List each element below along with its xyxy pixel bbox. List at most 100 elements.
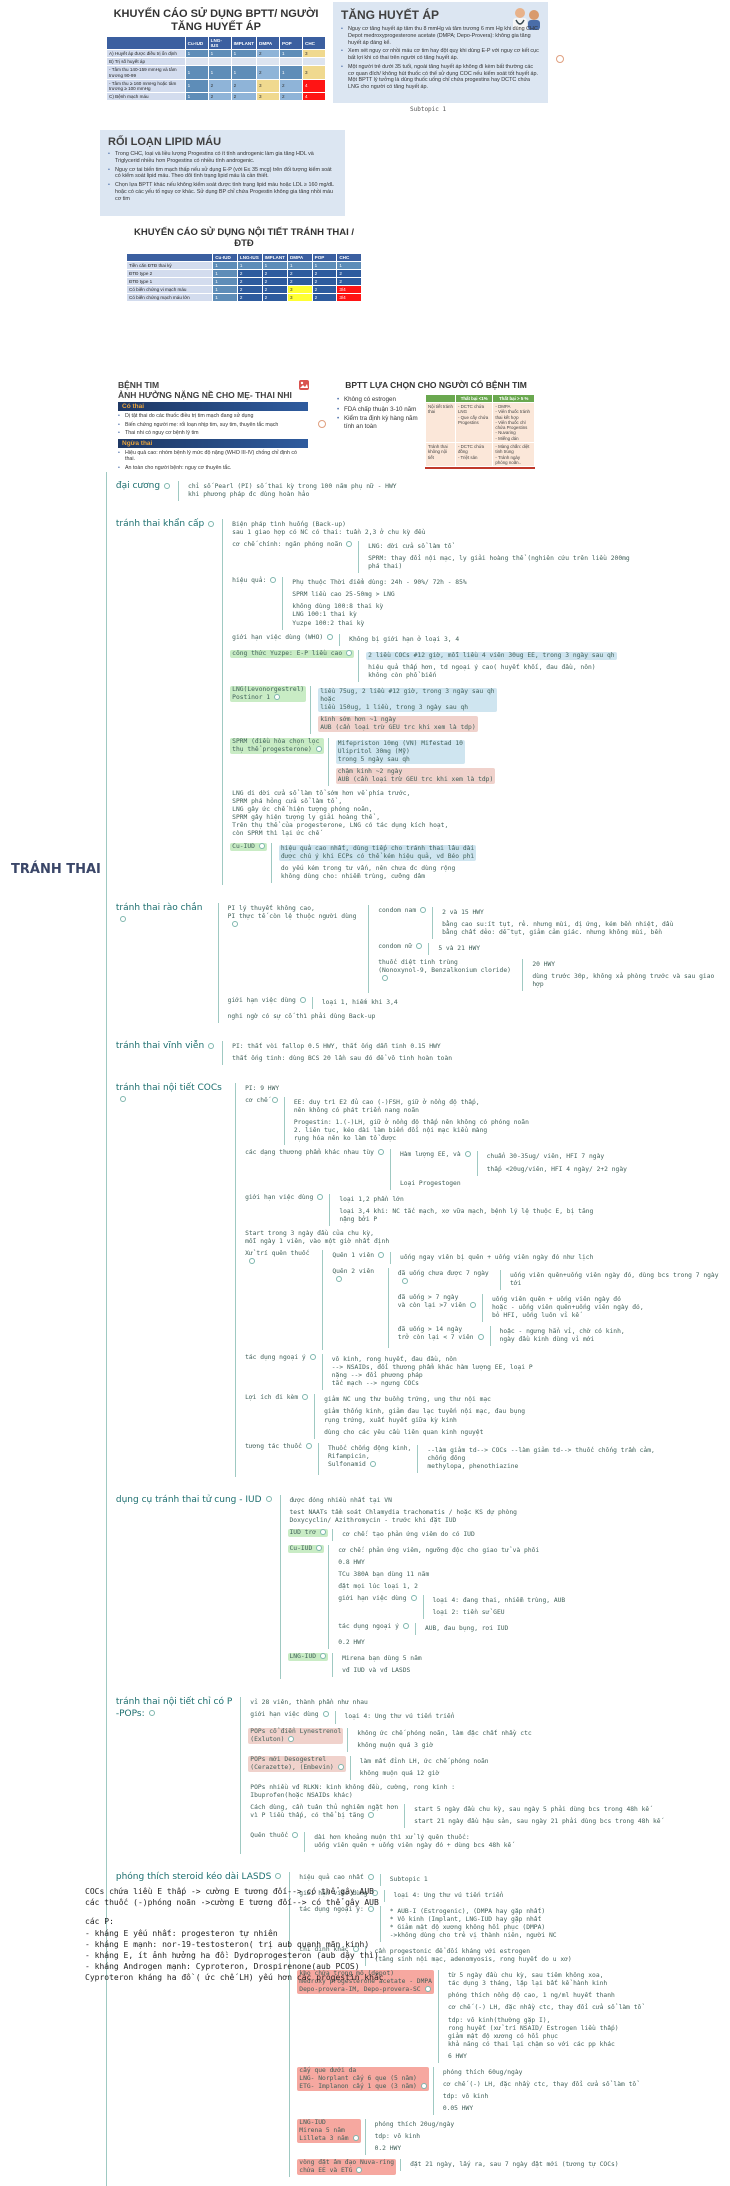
mindmap-node[interactable]: giảm thống kinh, giảm đau lạc tuyến nội …	[324, 1408, 526, 1424]
mindmap-node[interactable]: hiệu quả cao nhất	[297, 1874, 375, 1882]
mindmap-node[interactable]: loại 2: tiền sử GEU	[432, 1609, 505, 1617]
mindmap-node[interactable]: đã uống chưa được 7 ngày	[396, 1270, 496, 1286]
mindmap-node[interactable]: POPs mới Desogestrel (Cerazette), (Embev…	[248, 1755, 346, 1772]
mindmap-node[interactable]: LNG(Levonorgestrel) Postinor 1	[230, 685, 307, 702]
mindmap-node[interactable]: thuốc diệt tinh trùng (Nonoxynol-9, Benz…	[376, 959, 518, 983]
mindmap-node[interactable]: loại 1, hiếm khi 3,4	[321, 999, 398, 1007]
mindmap-node[interactable]: dùng cho các yêu cầu liên quan kinh nguy…	[324, 1428, 484, 1436]
mindmap-node[interactable]: dùng trước 30p, không xả phòng trước và …	[532, 972, 715, 988]
mindmap-node[interactable]: không dùng 100:8 thai kỳ LNG 100:1 thai …	[292, 603, 384, 627]
mindmap-node[interactable]: Phụ thuộc Thời điểm dùng: 24h - 90%/ 72h…	[292, 579, 467, 587]
mindmap-node[interactable]: PI lý thuyết không cao, PI thực tế còn l…	[226, 905, 365, 929]
mindmap-node[interactable]: AUB, đau bụng, rơi IUD	[424, 1625, 509, 1633]
mindmap-node[interactable]: giới hạn việc dùng	[226, 997, 308, 1005]
mindmap-node[interactable]: Không bị giới hạn ở loại 3, 4	[349, 635, 460, 643]
branch-khan-cap[interactable]: tránh thai khẩn cấp	[114, 519, 218, 531]
mindmap-node[interactable]: Quên 1 viên	[330, 1252, 386, 1260]
mindmap-node[interactable]: kinh sớm hơn ~1 ngày AUB (cần loại trừ G…	[318, 715, 478, 732]
branch-iud[interactable]: dụng cụ tránh thai tử cung - IUD	[114, 1495, 276, 1507]
mindmap-node[interactable]: Mirena bạn dùng 5 năm	[342, 1655, 422, 1663]
mindmap-node[interactable]: loại 4: Ung thư vú tiến triển	[344, 1713, 455, 1721]
mindmap-node[interactable]: không muộn quá 12 giờ	[359, 1769, 440, 1777]
mindmap-node[interactable]: PI: thắt vòi fallop 0.5 HWY, thắt ống dẫ…	[232, 1043, 441, 1051]
mindmap-node[interactable]: vô kinh, rong huyết, đau đầu, nôn --> NS…	[331, 1356, 533, 1388]
branch-rao-chan[interactable]: tránh thai rào chắn	[114, 903, 214, 926]
mindmap-node[interactable]: condom nam	[376, 907, 428, 915]
mindmap-node[interactable]: 2 liều COCs #12 giờ, mỗi liều 4 viên 30u…	[366, 651, 617, 660]
mindmap-node[interactable]: không ức chế phóng noãn, làm đặc chất nh…	[357, 1729, 532, 1737]
mindmap-node[interactable]: 0.05 HWY	[442, 2104, 474, 2112]
branch-pops[interactable]: tránh thai nội tiết chỉ có P -POPs:	[114, 1697, 236, 1720]
mindmap-node[interactable]: chậm kinh ~2 ngày AUB (cần loại trừ GEU …	[335, 768, 496, 785]
mindmap-root[interactable]: TRÁNH THAI	[11, 862, 101, 877]
branch-dai-cuong[interactable]: đại cương	[114, 481, 174, 493]
mindmap-node[interactable]: LNG-IUD Mirena 5 năm Lilleta 3 năm	[297, 2118, 361, 2144]
mindmap-node[interactable]: uống viên quên + uống viên ngày đó hoặc …	[491, 1296, 644, 1320]
mindmap-node[interactable]: cơ chế: tạo phản ứng viêm do có IUD	[342, 1530, 475, 1538]
mindmap-node[interactable]: POPs cổ điển Lynestrenol (Exluton)	[248, 1727, 344, 1744]
mindmap-node[interactable]: giới hạn việc dùng	[336, 1595, 418, 1603]
mindmap-node[interactable]: cơ chế (-) LH, đặc nhầy ctc, thay đổi cử…	[442, 2080, 637, 2088]
mindmap-node[interactable]: loại 1,2 phần lớn	[339, 1195, 404, 1203]
mindmap-node[interactable]: test NAATs tầm soát Chlamydia trachomati…	[289, 1508, 517, 1524]
mindmap-node[interactable]: bằng cao su:ít tụt, rẻ. nhưng mùi, dị ứn…	[442, 920, 674, 936]
mindmap-node[interactable]: 2 và 15 HWY	[442, 908, 484, 916]
mindmap-node[interactable]: giới hạn việc dùng	[297, 1890, 379, 1898]
mindmap-node[interactable]: vỉ 28 viên, thành phần như nhau	[250, 1699, 368, 1707]
branch-lasds[interactable]: phóng thích steroid kéo dài LASDS	[114, 1872, 285, 1884]
mindmap-node[interactable]: phóng thích 60ug/ngày	[442, 2068, 523, 2076]
mindmap-node[interactable]: SPRM: thay đổi nội mạc, ly giải hoàng th…	[368, 555, 630, 571]
mindmap-node[interactable]: loại 4: Ung thư vú tiến triển	[393, 1892, 504, 1900]
mindmap-node[interactable]: TCu 380A bạn dùng 11 năm	[338, 1571, 430, 1579]
mindmap-node[interactable]: PI: 9 HWY	[245, 1085, 280, 1093]
mindmap-node[interactable]: chỉ định khác	[297, 1946, 360, 1954]
mindmap-node[interactable]: tdp: vô kinh	[374, 2133, 421, 2140]
mindmap-node[interactable]: Hàm lượng EE, và	[398, 1151, 473, 1159]
mindmap-node[interactable]: 0.2 HWY	[374, 2145, 402, 2153]
mindmap-node[interactable]: cơ chế: phản ứng viêm, ngưỡng độc cho gi…	[338, 1546, 540, 1554]
mindmap-node[interactable]: 6 HWY	[447, 2052, 467, 2060]
mindmap-node[interactable]: 0.2 HWY	[338, 1639, 365, 1647]
mindmap-node[interactable]: loại 4: đang thai, nhiễm trùng, AUB	[432, 1597, 566, 1605]
mindmap-node[interactable]: Mifepriston 10mg (VN) Mifestad 10 Ulipri…	[335, 739, 465, 765]
mindmap-node[interactable]: tác dụng ngoại ý:	[297, 1906, 375, 1914]
mindmap-node[interactable]: được đóng nhiều nhất tại VN	[289, 1496, 392, 1504]
mindmap-node[interactable]: hiệu quả thấp hơn, td ngoại ý cao( huyết…	[368, 663, 596, 679]
mindmap-node[interactable]: dài hơn khoảng muộn thì xử lý quên thuốc…	[314, 1833, 512, 1849]
mindmap-node[interactable]: condom nữ	[376, 943, 424, 951]
mindmap-node[interactable]: hiệu quả cao nhất, dùng tiếp cho tránh t…	[278, 844, 477, 861]
mindmap-node[interactable]: thấp <20ug/viên, HFI 4 ngày/ 2+2 ngày	[486, 1165, 627, 1173]
mindmap-node[interactable]: tdp: vô kinh(thường gặp I), rong huyết (…	[447, 2016, 619, 2048]
mindmap-node[interactable]: Subtopic 1	[389, 1875, 428, 1883]
mindmap-node[interactable]: --làm giảm td--> COCs --làm giảm td--> t…	[427, 1446, 655, 1470]
mindmap-node[interactable]: giảm NC ung thư buồng trứng, ung thư nội…	[324, 1396, 491, 1404]
mindmap-node[interactable]: Xử trí quên thuốc	[243, 1250, 318, 1266]
mindmap-node[interactable]: tác dụng ngoại ý	[336, 1623, 411, 1631]
mindmap-node[interactable]: Cu-IUD	[230, 842, 267, 851]
mindmap-node[interactable]: Thuốc chống động kinh, Rifampicin, Sulfo…	[327, 1444, 412, 1468]
mindmap-node[interactable]: hiệu quả:	[230, 577, 278, 585]
mindmap-node[interactable]: cấy que dưới da LNG- Norplant cấy 6 que …	[297, 2066, 429, 2091]
mindmap-node[interactable]: từ 5 ngày đầu chu kỳ, sau tiêm không xoa…	[447, 1972, 608, 1988]
mindmap-node[interactable]: công thức Yuzpe: E-P liều cao	[230, 649, 355, 658]
branch-cocs[interactable]: tránh thai nội tiết COCs	[114, 1083, 231, 1106]
mindmap-node[interactable]: liều 75ug, 2 liều #12 giờ, trong 3 ngày …	[318, 687, 497, 712]
mindmap-node[interactable]: kho chứa trong mô (depot) medroxy proges…	[297, 1970, 434, 1995]
mindmap-node[interactable]: start 21 ngày đầu hậu sản, sau ngày 21 p…	[414, 1817, 661, 1825]
mindmap-node[interactable]: đặt mọi lúc loại 1, 2	[338, 1583, 418, 1591]
mindmap-node[interactable]: tdp: vô kinh	[442, 2092, 489, 2100]
mindmap-node[interactable]: phóng thích nồng độ cao, 1 ng/ml huyết t…	[447, 1992, 615, 2000]
mindmap-node[interactable]: POPs nhiều vđ RLKN: kinh không đều, cườn…	[250, 1783, 456, 1799]
mindmap-node[interactable]: do yếu kém trong tư vấn, nên chưa đc dùn…	[280, 864, 456, 880]
mindmap-node[interactable]: Progestin: 1.(-)LH, giữ ở nồng độ thấp n…	[293, 1119, 529, 1143]
mindmap-node[interactable]: Cách dùng, cần tuân thủ nghiêm ngặt hơn …	[250, 1803, 399, 1819]
mindmap-node[interactable]: vđ IUD và vđ LASDS	[342, 1667, 411, 1675]
mindmap-node[interactable]: Quên thuốc	[248, 1832, 300, 1840]
mindmap-node[interactable]: vòng đặt âm đạo Nuva-ring chứa EE và ETG	[297, 2159, 397, 2176]
mindmap-node[interactable]: LNG: dời cửa sổ làm tổ	[368, 543, 452, 551]
mindmap-node[interactable]: không muộn quá 3 giờ	[357, 1741, 434, 1749]
mindmap-node[interactable]: nghi ngờ có sự cố thì phải dùng Back-up	[227, 1013, 376, 1021]
mindmap-node[interactable]: cơ chế	[243, 1097, 280, 1105]
mindmap-node[interactable]: làm mất đỉnh LH, ức chế phóng noãn	[359, 1757, 489, 1765]
mindmap-node[interactable]: thắt ống tinh: dùng BCS 20 lần sau đó để…	[232, 1055, 453, 1063]
